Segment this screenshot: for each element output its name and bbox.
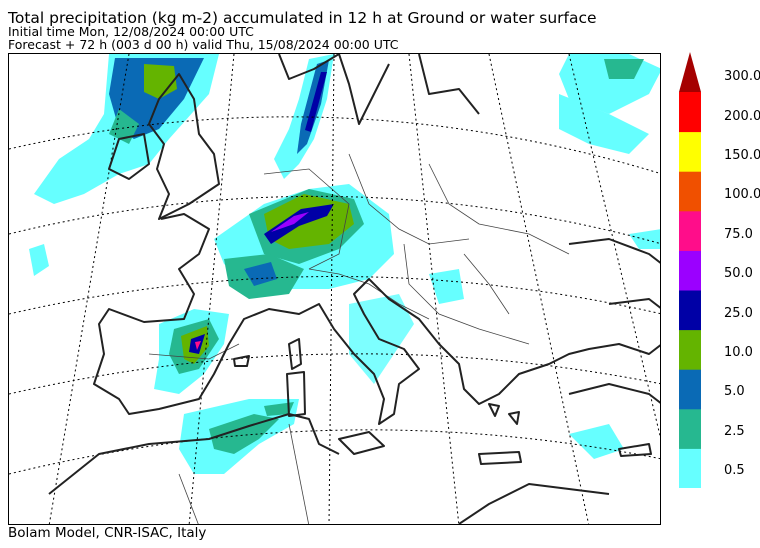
graticule — [9, 54, 660, 524]
colorbar-tick-label: 300.0 — [724, 69, 760, 85]
colorbar-tick-label: 75.0 — [724, 226, 753, 242]
colorbar-swatch — [679, 329, 701, 370]
colorbar-tick-label: 25.0 — [724, 305, 753, 321]
coastlines — [48, 54, 660, 524]
colorbar-tick-label: 0.5 — [724, 463, 745, 479]
colorbar-tick-label: 150.0 — [724, 148, 760, 164]
colorbar — [679, 52, 701, 489]
colorbar-swatch — [679, 250, 701, 291]
credit-label: Bolam Model, CNR-ISAC, Italy — [8, 525, 207, 541]
colorbar-tick-label: 50.0 — [724, 266, 753, 282]
map-title: Total precipitation (kg m-2) accumulated… — [8, 9, 597, 27]
colorbar-swatch — [679, 448, 701, 489]
colorbar-swatch — [679, 290, 701, 331]
forecast-valid-label: Forecast + 72 h (003 d 00 h) valid Thu, … — [8, 37, 399, 52]
country-borders — [148, 153, 570, 524]
colorbar-swatch — [679, 131, 701, 172]
colorbar-swatch — [679, 408, 701, 449]
initial-time-label: Initial time Mon, 12/08/2024 00:00 UTC — [8, 24, 254, 39]
colorbar-tick-label: 200.0 — [724, 108, 760, 124]
precipitation-field — [29, 54, 660, 474]
colorbar-extend-arrow — [679, 52, 701, 92]
colorbar-swatch — [679, 369, 701, 410]
precipitation-map — [8, 53, 661, 525]
colorbar-tick-label: 5.0 — [724, 384, 745, 400]
colorbar-swatch — [679, 210, 701, 251]
colorbar-tick-label: 10.0 — [724, 345, 753, 361]
colorbar-tick-label: 2.5 — [724, 423, 745, 439]
colorbar-swatch — [679, 171, 701, 212]
colorbar-swatch — [679, 92, 701, 133]
colorbar-tick-label: 100.0 — [724, 187, 760, 203]
